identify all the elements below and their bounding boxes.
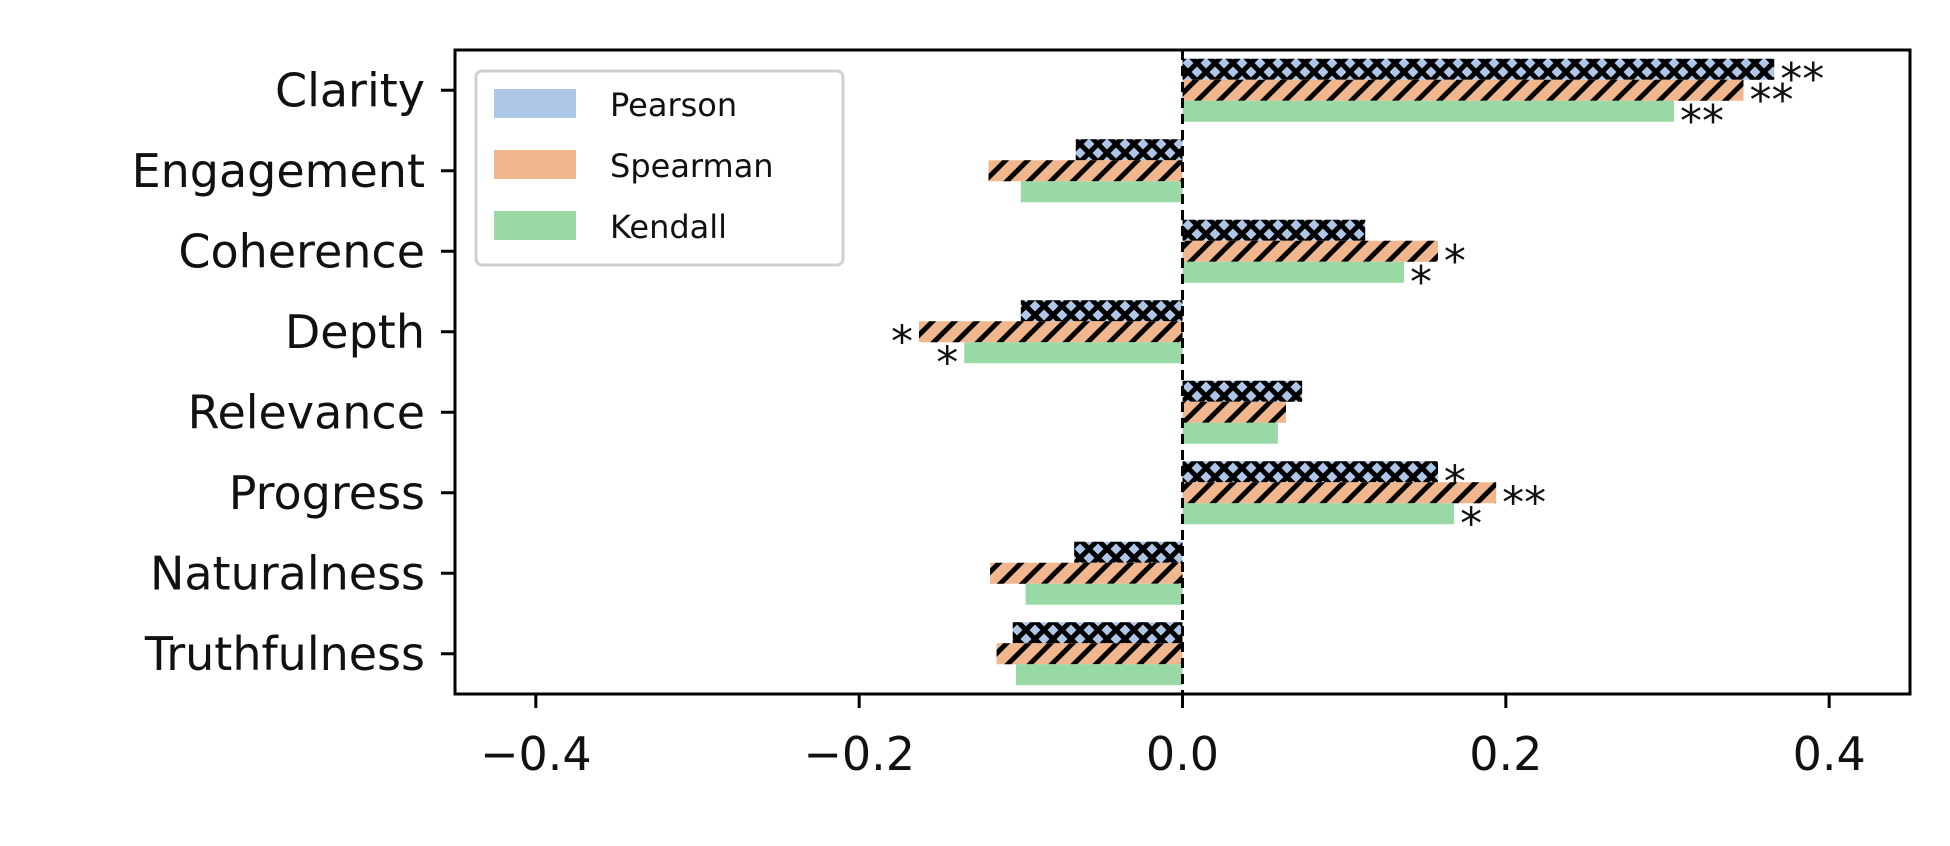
bar-pearson-truthfulness-hatch bbox=[1012, 622, 1183, 644]
bar-kendall-clarity bbox=[1182, 100, 1674, 122]
x-tick-label-2: 0.0 bbox=[1146, 727, 1219, 781]
y-axis: Clarity Engagement Coherence Depth Relevance… bbox=[132, 63, 455, 681]
bar-spearman-depth-hatch bbox=[918, 321, 1183, 343]
x-tick-label-4: 0.4 bbox=[1793, 727, 1866, 781]
legend-label-spearman: Spearman bbox=[610, 147, 774, 185]
bars-layer bbox=[918, 58, 1775, 686]
bar-pearson-depth-hatch bbox=[1020, 300, 1183, 322]
bar-pearson-progress-hatch bbox=[1182, 461, 1438, 483]
bar-pearson-coherence-hatch bbox=[1182, 219, 1366, 241]
bar-spearman-naturalness-hatch bbox=[990, 562, 1183, 584]
legend-label-kendall: Kendall bbox=[610, 208, 727, 246]
y-tick-label-depth: Depth bbox=[285, 305, 425, 359]
y-tick-label-truthfulness: Truthfulness bbox=[144, 627, 425, 681]
bar-spearman-engagement-hatch bbox=[988, 160, 1183, 182]
y-tick-label-relevance: Relevance bbox=[188, 385, 425, 439]
y-tick-label-naturalness: Naturalness bbox=[150, 546, 425, 600]
x-tick-label-1: −0.2 bbox=[803, 727, 915, 781]
bar-spearman-progress-hatch bbox=[1182, 482, 1497, 504]
x-axis: −0.4 −0.2 0.0 0.2 0.4 bbox=[480, 694, 1866, 781]
legend-swatch-pearson bbox=[494, 89, 576, 118]
bar-pearson-engagement-hatch bbox=[1075, 139, 1183, 161]
legend-swatch-spearman bbox=[494, 150, 576, 179]
y-tick-label-clarity: Clarity bbox=[275, 63, 425, 117]
significance-spearman-progress: ** bbox=[1502, 477, 1546, 528]
bar-spearman-truthfulness-hatch bbox=[996, 643, 1183, 665]
y-tick-label-coherence: Coherence bbox=[178, 224, 425, 278]
bar-kendall-relevance bbox=[1182, 422, 1278, 444]
bar-pearson-relevance-hatch bbox=[1182, 380, 1303, 402]
significance-pearson-progress: * bbox=[1444, 456, 1466, 507]
bar-kendall-engagement bbox=[1020, 181, 1183, 203]
bar-kendall-truthfulness bbox=[1015, 664, 1183, 686]
significance-spearman-clarity: ** bbox=[1749, 75, 1793, 126]
bar-spearman-coherence-hatch bbox=[1182, 240, 1438, 262]
legend-swatch-kendall bbox=[494, 211, 576, 240]
significance-kendall-coherence: * bbox=[1410, 257, 1432, 308]
legend-label-pearson: Pearson bbox=[610, 86, 737, 124]
bar-spearman-clarity-hatch bbox=[1182, 79, 1744, 101]
significance-kendall-progress: * bbox=[1460, 498, 1482, 549]
bar-pearson-naturalness-hatch bbox=[1074, 541, 1183, 563]
x-tick-label-0: −0.4 bbox=[480, 727, 592, 781]
bar-kendall-depth bbox=[964, 342, 1183, 364]
significance-pearson-clarity: ** bbox=[1780, 54, 1824, 105]
legend: Pearson Spearman Kendall bbox=[474, 69, 845, 267]
significance-spearman-depth: * bbox=[891, 316, 913, 367]
significance-kendall-depth: * bbox=[936, 337, 958, 388]
bar-kendall-progress bbox=[1182, 503, 1455, 525]
bar-pearson-clarity-hatch bbox=[1182, 58, 1775, 80]
bar-kendall-naturalness bbox=[1025, 583, 1183, 605]
significance-spearman-coherence: * bbox=[1444, 236, 1466, 287]
bar-kendall-coherence bbox=[1182, 261, 1404, 283]
x-tick-label-3: 0.2 bbox=[1469, 727, 1542, 781]
y-tick-label-progress: Progress bbox=[229, 466, 425, 520]
significance-layer: ********* ** *** bbox=[891, 54, 1824, 550]
significance-kendall-clarity: ** bbox=[1680, 96, 1724, 147]
bar-spearman-relevance-hatch bbox=[1182, 401, 1286, 423]
y-tick-label-engagement: Engagement bbox=[132, 144, 425, 198]
